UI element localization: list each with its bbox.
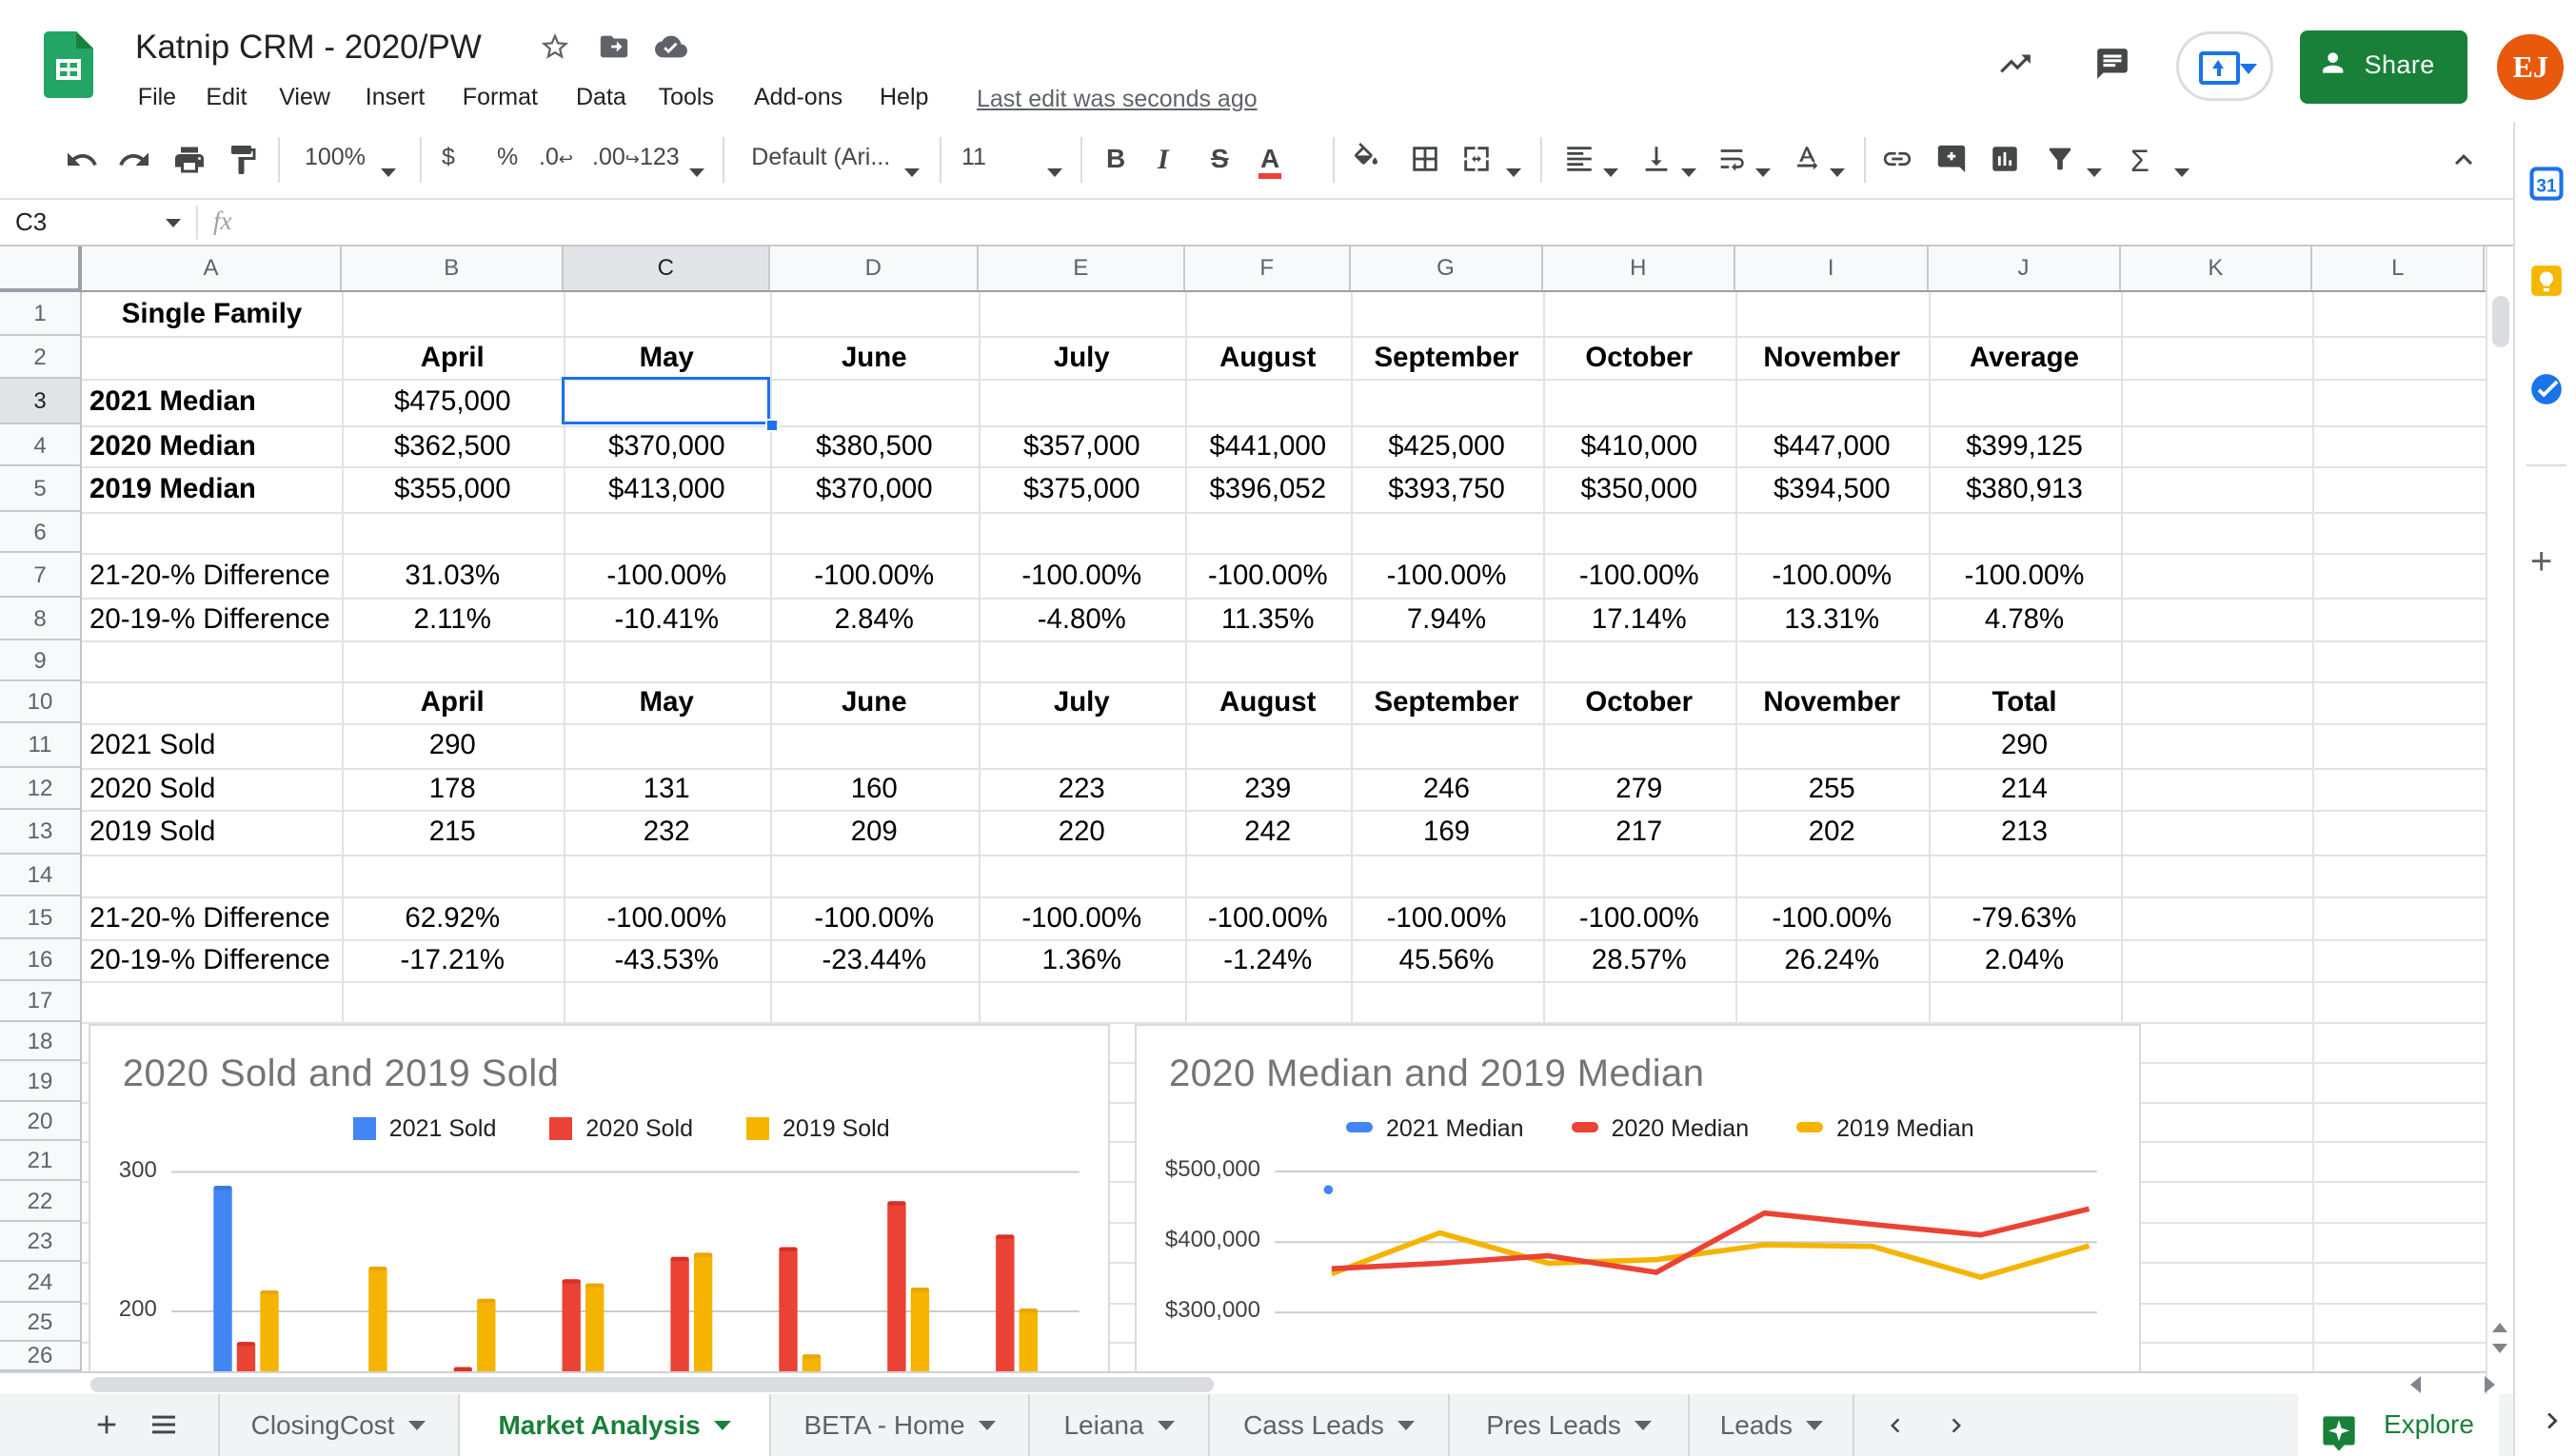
svg-text:31: 31 — [2536, 177, 2557, 197]
